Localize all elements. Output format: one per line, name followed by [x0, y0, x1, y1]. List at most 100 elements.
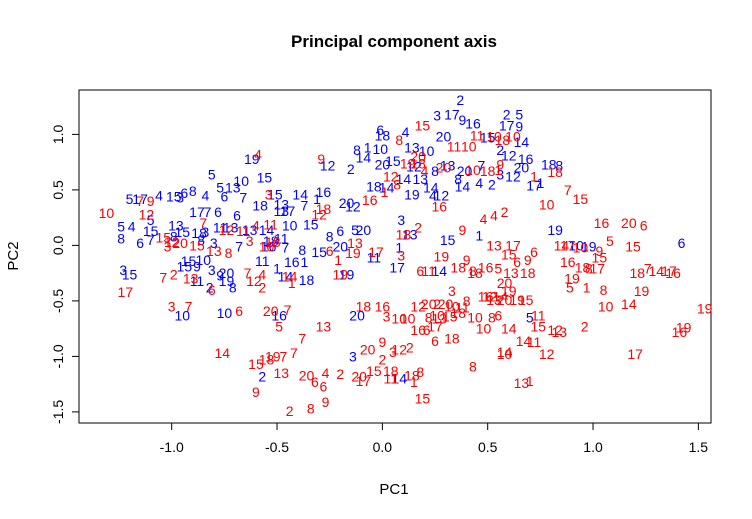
- data-point-label: 20: [360, 342, 376, 358]
- data-point-label: 14: [648, 263, 664, 279]
- data-point-label: 3: [265, 186, 273, 202]
- data-point-label: 9: [515, 119, 523, 135]
- data-point-label: 12: [434, 187, 450, 203]
- data-point-label: 6: [214, 204, 222, 220]
- data-point-label: 2: [258, 280, 266, 296]
- data-point-label: 10: [174, 307, 190, 323]
- data-point-label: 17: [444, 106, 460, 122]
- data-point-label: 8: [298, 242, 306, 258]
- data-point-label: 2: [488, 176, 496, 192]
- data-point-label: 7: [199, 215, 207, 231]
- data-point-label: 6: [136, 235, 144, 251]
- x-tick-label: 1.0: [583, 439, 603, 455]
- data-point-label: 17: [661, 263, 677, 279]
- data-point-label: 10: [419, 143, 435, 159]
- data-point-label: 8: [197, 232, 205, 248]
- data-point-label: 7: [136, 193, 144, 209]
- data-point-label: 10: [444, 298, 460, 314]
- data-point-label: 18: [263, 233, 279, 249]
- data-point-label: 18: [547, 164, 563, 180]
- data-point-label: 13: [486, 292, 502, 308]
- data-point-label: 20: [332, 239, 348, 255]
- data-point-label: 9: [378, 334, 386, 350]
- data-point-label: 10: [465, 162, 481, 178]
- data-point-label: 2: [378, 352, 386, 368]
- data-point-label: 13: [273, 365, 289, 381]
- data-point-label: 14: [278, 268, 294, 284]
- data-point-label: 7: [239, 190, 247, 206]
- data-point-label: 20: [219, 265, 235, 281]
- data-point-label: 12: [311, 206, 327, 222]
- data-point-label: 8: [229, 280, 237, 296]
- data-point-label: 17: [505, 237, 521, 253]
- data-point-label: 17: [560, 237, 576, 253]
- data-point-label: 7: [235, 239, 243, 255]
- data-point-label: 9: [595, 243, 603, 259]
- data-point-label: 11: [190, 273, 205, 289]
- data-point-label: 3: [202, 224, 210, 240]
- y-tick-label: -1.0: [50, 344, 66, 368]
- data-point-label: 7: [564, 182, 572, 198]
- data-point-label: 1: [530, 169, 538, 185]
- data-point-label: 18: [410, 155, 426, 171]
- data-point-label: 10: [598, 298, 614, 314]
- data-point-label: 11: [255, 253, 270, 269]
- data-point-label: 2: [414, 220, 422, 236]
- data-point-label: 10: [391, 311, 407, 327]
- data-point-label: 11: [213, 220, 228, 236]
- data-point-label: 1: [381, 184, 389, 200]
- data-point-label: 13: [206, 243, 222, 259]
- data-point-label: 5: [216, 180, 224, 196]
- data-point-label: 20: [436, 129, 452, 145]
- data-point-label: 14: [356, 150, 372, 166]
- data-point-label: 10: [400, 311, 416, 327]
- data-point-label: 16: [410, 322, 426, 338]
- data-point-label: 14: [493, 288, 509, 304]
- data-point-label: 18: [575, 260, 591, 276]
- data-point-label: 5: [126, 191, 134, 207]
- data-point-label: 2: [347, 161, 355, 177]
- data-point-label: 12: [505, 169, 521, 185]
- data-point-label: 14: [423, 180, 439, 196]
- data-point-label: 1: [475, 227, 483, 243]
- x-tick-label: 1.5: [689, 439, 709, 455]
- data-point-label: 20: [514, 160, 530, 176]
- data-point-label: 1: [583, 280, 591, 296]
- data-point-label: 8: [454, 171, 462, 187]
- data-point-label: 19: [676, 320, 692, 336]
- data-point-label: 16: [284, 254, 300, 270]
- data-point-label: 7: [159, 270, 167, 286]
- data-point-label: 2: [433, 296, 441, 312]
- data-point-label: 7: [244, 265, 252, 281]
- data-point-label: 6: [220, 189, 228, 205]
- data-point-label: 15: [155, 230, 171, 246]
- data-point-label: 15: [415, 118, 431, 134]
- data-point-label: 7: [298, 331, 306, 347]
- data-point-label: 6: [678, 235, 686, 251]
- data-point-label: 10: [429, 307, 445, 323]
- data-point-label: 13: [431, 311, 447, 327]
- data-point-label: 18: [252, 197, 268, 213]
- data-point-label: 15: [501, 246, 517, 262]
- data-point-label: 6: [513, 254, 521, 270]
- data-point-label: 18: [480, 163, 496, 179]
- data-point-label: 18: [520, 265, 536, 281]
- data-point-label: 17: [499, 118, 515, 134]
- data-point-label: 17: [368, 244, 384, 260]
- y-axis: -1.5 -1.0 -0.5 0.0 0.5 1.0: [50, 124, 80, 424]
- data-point-label: 18: [356, 298, 372, 314]
- x-axis: -1.0 -0.5 0.0 0.5 1.0 1.5: [160, 422, 709, 455]
- data-point-label: 8: [463, 293, 471, 309]
- data-point-label: 2: [336, 366, 344, 382]
- data-point-label: 13: [183, 271, 199, 287]
- data-point-label: 3: [349, 348, 357, 364]
- data-point-label: 18: [316, 201, 332, 217]
- data-point-label: 15: [166, 189, 182, 205]
- data-point-label: 10: [461, 139, 477, 155]
- data-point-label: 6: [431, 333, 439, 349]
- data-point-label: 3: [164, 239, 172, 255]
- data-point-label: 3: [448, 283, 456, 299]
- data-point-label: 14: [282, 268, 298, 284]
